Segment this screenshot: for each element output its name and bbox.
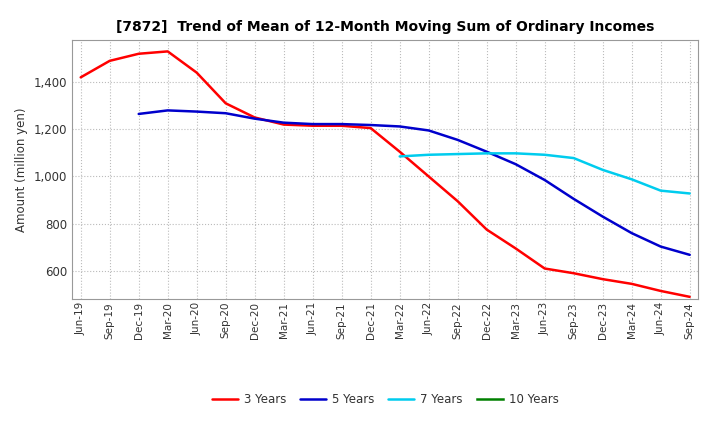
Line: 5 Years: 5 Years xyxy=(139,110,690,255)
3 Years xyxy=(308,123,317,128)
5 Years xyxy=(424,128,433,133)
Legend: 3 Years, 5 Years, 7 Years, 10 Years: 3 Years, 5 Years, 7 Years, 10 Years xyxy=(207,388,564,411)
3 Years xyxy=(541,266,549,271)
7 Years xyxy=(570,155,578,161)
5 Years xyxy=(308,121,317,127)
5 Years xyxy=(221,110,230,116)
7 Years xyxy=(482,151,491,156)
5 Years xyxy=(685,252,694,257)
7 Years xyxy=(627,177,636,182)
5 Years xyxy=(627,231,636,236)
5 Years xyxy=(570,196,578,202)
5 Years xyxy=(366,122,375,128)
5 Years xyxy=(482,149,491,154)
7 Years xyxy=(685,191,694,196)
3 Years xyxy=(279,122,288,127)
7 Years xyxy=(395,154,404,159)
5 Years xyxy=(395,124,404,129)
3 Years xyxy=(105,58,114,63)
5 Years xyxy=(338,121,346,127)
3 Years xyxy=(221,101,230,106)
Line: 7 Years: 7 Years xyxy=(400,154,690,194)
7 Years xyxy=(424,152,433,158)
3 Years xyxy=(685,294,694,300)
5 Years xyxy=(454,137,462,143)
3 Years xyxy=(163,49,172,54)
5 Years xyxy=(598,214,607,219)
3 Years xyxy=(627,281,636,286)
3 Years xyxy=(76,75,85,80)
Y-axis label: Amount (million yen): Amount (million yen) xyxy=(15,107,28,231)
7 Years xyxy=(454,151,462,157)
5 Years xyxy=(163,108,172,113)
Title: [7872]  Trend of Mean of 12-Month Moving Sum of Ordinary Incomes: [7872] Trend of Mean of 12-Month Moving … xyxy=(116,20,654,34)
5 Years xyxy=(541,177,549,183)
7 Years xyxy=(657,188,665,193)
3 Years xyxy=(366,125,375,131)
5 Years xyxy=(279,120,288,125)
3 Years xyxy=(657,288,665,293)
7 Years xyxy=(598,167,607,172)
3 Years xyxy=(424,174,433,179)
5 Years xyxy=(657,244,665,249)
3 Years xyxy=(192,70,201,75)
3 Years xyxy=(482,227,491,232)
5 Years xyxy=(192,109,201,114)
3 Years xyxy=(454,198,462,204)
3 Years xyxy=(511,246,520,251)
7 Years xyxy=(511,151,520,156)
5 Years xyxy=(251,116,259,121)
7 Years xyxy=(541,152,549,158)
3 Years xyxy=(251,115,259,120)
3 Years xyxy=(395,149,404,154)
3 Years xyxy=(338,123,346,128)
3 Years xyxy=(570,271,578,276)
5 Years xyxy=(511,161,520,167)
3 Years xyxy=(598,276,607,282)
3 Years xyxy=(135,51,143,56)
Line: 3 Years: 3 Years xyxy=(81,51,690,297)
5 Years xyxy=(135,111,143,117)
